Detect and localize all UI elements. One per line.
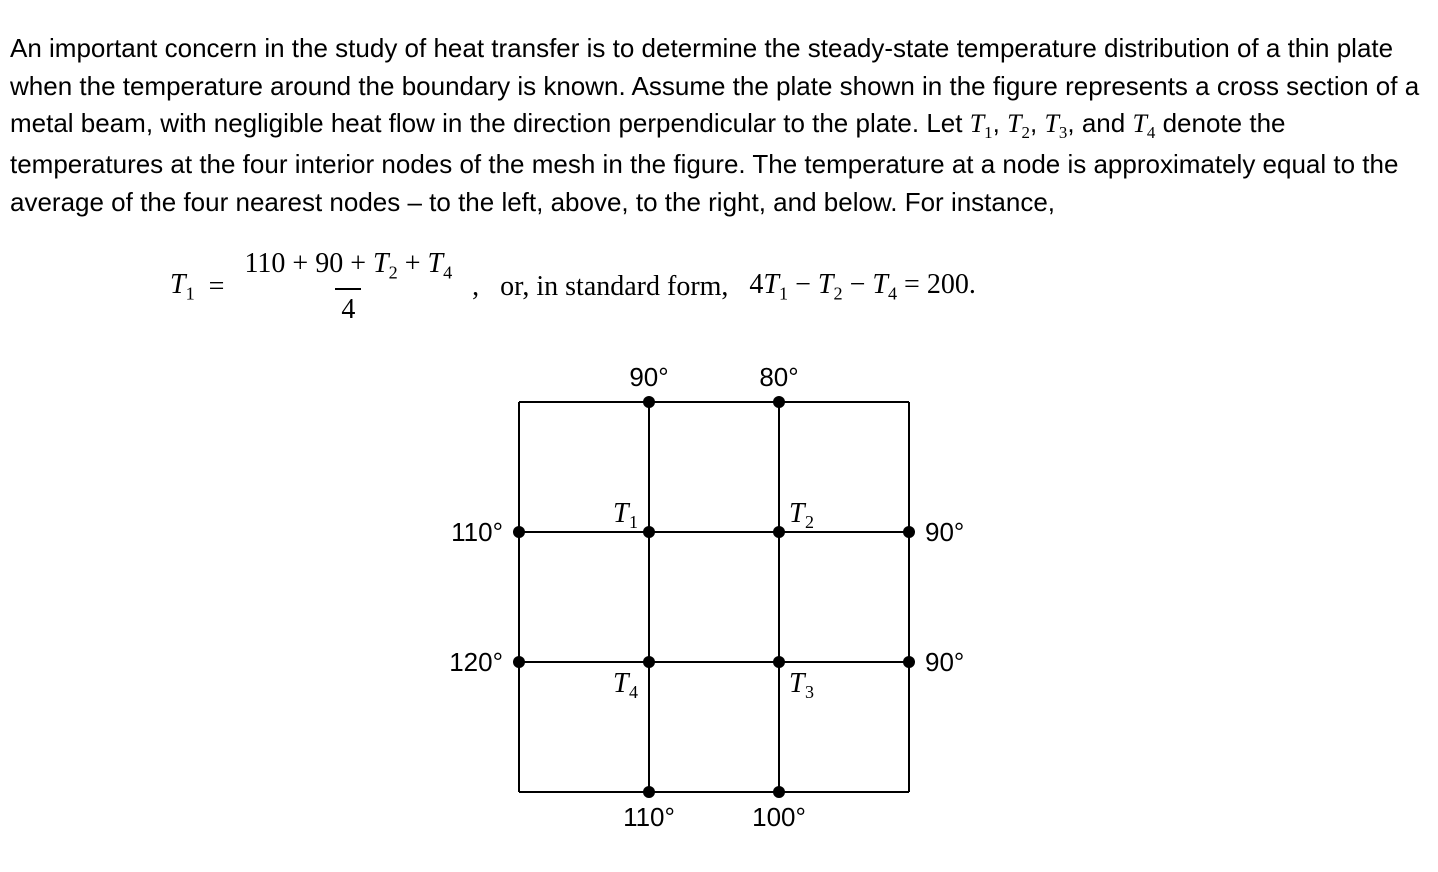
interior-node — [643, 526, 655, 538]
boundary-node-right — [903, 656, 915, 668]
eq-lhs: T1 — [170, 269, 195, 305]
grid-lines — [519, 402, 909, 792]
boundary-label-top: 80° — [759, 362, 798, 392]
eq-fraction: 110 + 90 + T2 + T4 4 — [238, 247, 458, 326]
boundary-node-top — [643, 396, 655, 408]
boundary-label-bottom: 110° — [623, 802, 675, 832]
equation-row: T1 = 110 + 90 + T2 + T4 4 , or, in stand… — [170, 247, 1428, 326]
boundary-node-bottom — [773, 786, 785, 798]
boundary-node-left — [513, 656, 525, 668]
boundary-label-left: 110° — [451, 517, 503, 547]
boundary-node-top — [773, 396, 785, 408]
interior-node — [773, 526, 785, 538]
figure-wrap: 90° 80° 110° 100° 110° 120° 90° 90° T1 T2 T4 T3 — [10, 342, 1428, 862]
interior-label: T1 — [613, 498, 638, 532]
boundary-node-left — [513, 526, 525, 538]
svg-text:2: 2 — [805, 512, 814, 532]
problem-paragraph: An important concern in the study of hea… — [10, 30, 1428, 221]
boundary-node-bottom — [643, 786, 655, 798]
boundary-label-top: 90° — [629, 362, 668, 392]
var-T1: T1 — [970, 109, 993, 138]
svg-text:3: 3 — [805, 682, 814, 702]
eq-mid: , or, in standard form, — [472, 271, 735, 303]
eq-denominator: 4 — [335, 288, 361, 327]
boundary-label-left: 120° — [449, 647, 503, 677]
var-T2: T2 — [1007, 109, 1030, 138]
var-T3: T3 — [1044, 109, 1067, 138]
eq-equals: = — [209, 271, 225, 303]
svg-text:1: 1 — [629, 512, 638, 532]
interior-label: T2 — [789, 498, 814, 532]
interior-label: T4 — [613, 668, 638, 702]
mesh-figure: 90° 80° 110° 100° 110° 120° 90° 90° T1 T2 T4 T3 — [409, 342, 1029, 862]
boundary-node-right — [903, 526, 915, 538]
interior-label: T3 — [789, 668, 814, 702]
boundary-label-right: 90° — [925, 647, 964, 677]
var-T4: T4 — [1132, 109, 1155, 138]
eq-numerator: 110 + 90 + T2 + T4 — [238, 247, 458, 287]
boundary-label-bottom: 100° — [752, 802, 806, 832]
interior-node — [643, 656, 655, 668]
boundary-label-right: 90° — [925, 517, 964, 547]
svg-text:4: 4 — [629, 682, 638, 702]
problem-page: An important concern in the study of hea… — [0, 0, 1438, 872]
eq-rhs: 4T1 − T2 − T4 = 200. — [749, 269, 975, 305]
interior-node — [773, 656, 785, 668]
